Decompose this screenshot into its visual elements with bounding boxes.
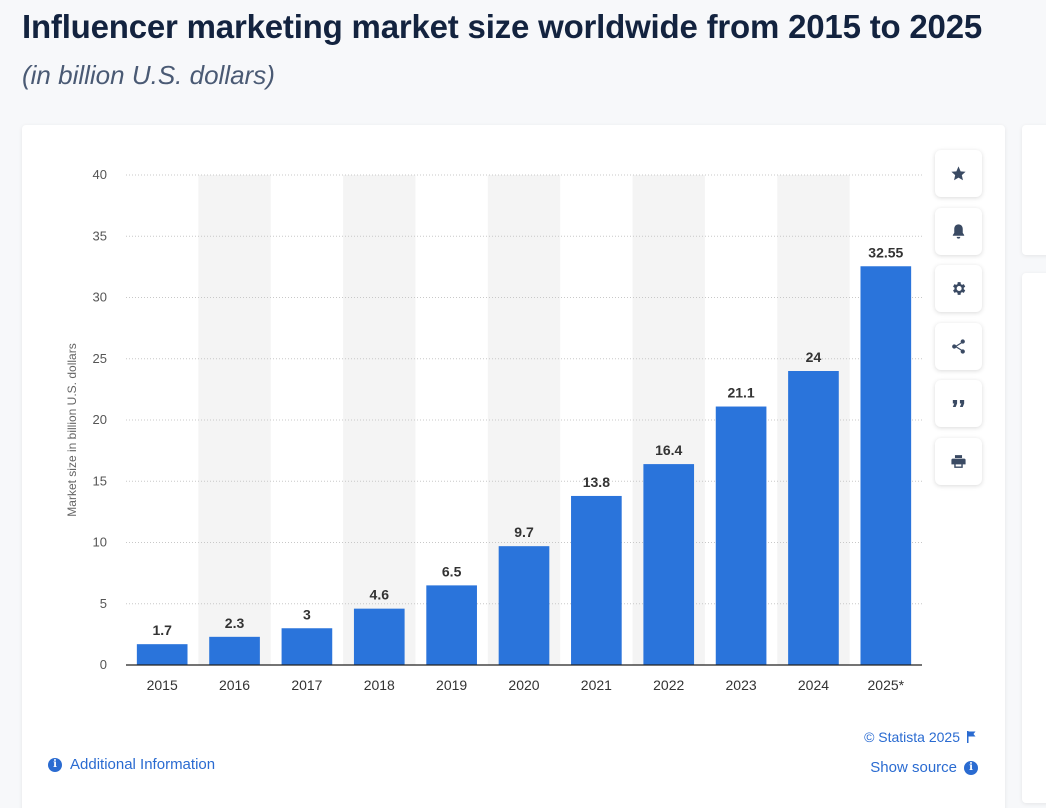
y-tick-label: 30 bbox=[93, 290, 107, 305]
bar bbox=[571, 495, 622, 665]
x-tick-label: 2024 bbox=[798, 677, 829, 693]
x-tick-label: 2025* bbox=[868, 677, 905, 693]
x-tick-label: 2015 bbox=[147, 677, 178, 693]
additional-information-label: Additional Information bbox=[70, 756, 216, 773]
y-tick-label: 5 bbox=[100, 596, 107, 611]
bar bbox=[498, 546, 550, 665]
x-tick-label: 2023 bbox=[726, 677, 757, 693]
settings-button[interactable] bbox=[935, 265, 982, 312]
data-label: 32.55 bbox=[868, 244, 903, 260]
additional-information-link[interactable]: i Additional Information bbox=[48, 756, 215, 773]
side-panel-bottom bbox=[1022, 273, 1046, 803]
show-source-label: Show source bbox=[870, 759, 957, 776]
y-tick-label: 10 bbox=[93, 535, 107, 550]
data-label: 4.6 bbox=[370, 587, 390, 603]
copyright-link[interactable]: © Statista 2025 bbox=[864, 729, 976, 745]
copyright-label: © Statista 2025 bbox=[864, 729, 960, 745]
x-tick-label: 2020 bbox=[508, 677, 539, 693]
bar bbox=[281, 628, 333, 665]
info-icon: i bbox=[48, 757, 62, 772]
info-icon: i bbox=[964, 760, 978, 775]
bar bbox=[715, 406, 767, 665]
bar bbox=[860, 266, 912, 665]
data-label: 6.5 bbox=[442, 563, 462, 579]
bar-chart: 0 5 10 15 20 25 30 35 40 Market size in billion U… bbox=[65, 167, 922, 693]
data-label: 3 bbox=[303, 606, 311, 622]
y-tick-label: 20 bbox=[93, 412, 107, 427]
chart-toolbar bbox=[935, 150, 982, 495]
x-tick-label: 2019 bbox=[436, 677, 467, 693]
background-band bbox=[343, 175, 416, 665]
side-panel-top bbox=[1022, 125, 1046, 255]
share-icon bbox=[952, 338, 965, 354]
quote-icon bbox=[952, 399, 965, 408]
y-tick-label: 35 bbox=[93, 228, 107, 243]
flag-icon bbox=[967, 731, 976, 743]
bar bbox=[643, 464, 695, 665]
print-icon bbox=[951, 454, 966, 468]
bar bbox=[136, 644, 188, 665]
bar bbox=[353, 608, 405, 665]
bar bbox=[426, 585, 477, 665]
page-title: Influencer marketing market size worldwi… bbox=[22, 8, 983, 45]
cite-button[interactable] bbox=[935, 380, 982, 427]
y-tick-label: 15 bbox=[93, 473, 107, 488]
show-source-link[interactable]: Show source i bbox=[870, 759, 978, 776]
share-button[interactable] bbox=[935, 322, 982, 370]
data-label: 9.7 bbox=[514, 524, 534, 540]
gear-icon bbox=[953, 282, 966, 295]
data-label: 1.7 bbox=[152, 622, 172, 638]
y-tick-label: 40 bbox=[93, 167, 107, 182]
y-axis-title: Market size in billion U.S. dollars bbox=[65, 343, 79, 516]
data-label: 21.1 bbox=[727, 385, 754, 401]
y-tick-label: 0 bbox=[100, 657, 107, 672]
data-label: 16.4 bbox=[655, 442, 682, 458]
y-tick-label: 25 bbox=[93, 351, 107, 366]
page-subtitle: (in billion U.S. dollars) bbox=[22, 60, 275, 90]
data-label: 2.3 bbox=[225, 615, 245, 631]
notification-button[interactable] bbox=[935, 207, 982, 255]
star-icon bbox=[951, 166, 966, 181]
print-button[interactable] bbox=[935, 437, 982, 485]
x-tick-label: 2022 bbox=[653, 677, 684, 693]
bar bbox=[788, 371, 839, 665]
x-tick-label: 2016 bbox=[219, 677, 250, 693]
bar bbox=[209, 636, 260, 665]
x-tick-label: 2017 bbox=[291, 677, 322, 693]
bell-icon bbox=[952, 223, 965, 239]
data-label: 24 bbox=[806, 349, 822, 365]
x-tick-label: 2021 bbox=[581, 677, 612, 693]
x-tick-label: 2018 bbox=[364, 677, 395, 693]
data-label: 13.8 bbox=[583, 474, 610, 490]
favorite-button[interactable] bbox=[935, 150, 982, 197]
